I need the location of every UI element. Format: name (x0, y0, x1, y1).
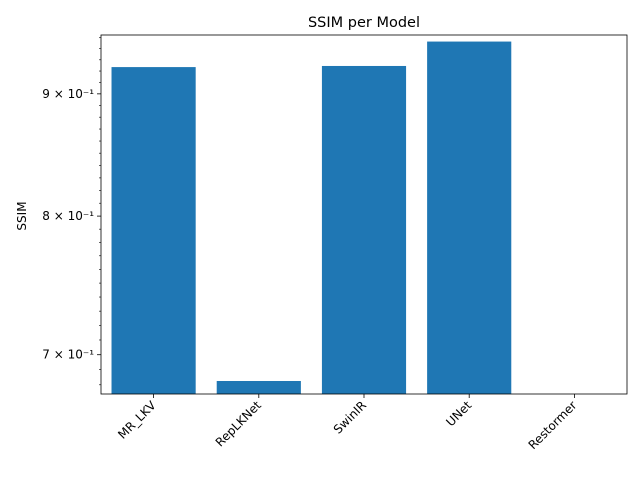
y-tick-label: 8 × 10⁻¹ (42, 209, 94, 223)
bar-unet (427, 41, 512, 395)
chart-title: SSIM per Model (308, 15, 420, 31)
bars-group (111, 41, 512, 395)
x-tick-label: MR_LKV (115, 398, 159, 442)
x-tick-label: RepLKNet (213, 398, 264, 449)
bar-replknet (216, 380, 301, 394)
y-tick-label: 9 × 10⁻¹ (42, 87, 94, 101)
y-tick-label: 7 × 10⁻¹ (42, 348, 94, 362)
x-tick-label: UNet (443, 398, 474, 429)
bar-mr-lkv (111, 67, 196, 394)
y-axis-label: SSIM (15, 201, 29, 230)
x-tick-label: SwinIR (331, 398, 369, 436)
bar-swinir (321, 65, 407, 394)
x-tick-label: Restormer (526, 398, 580, 452)
plot-frame (100, 34, 628, 395)
